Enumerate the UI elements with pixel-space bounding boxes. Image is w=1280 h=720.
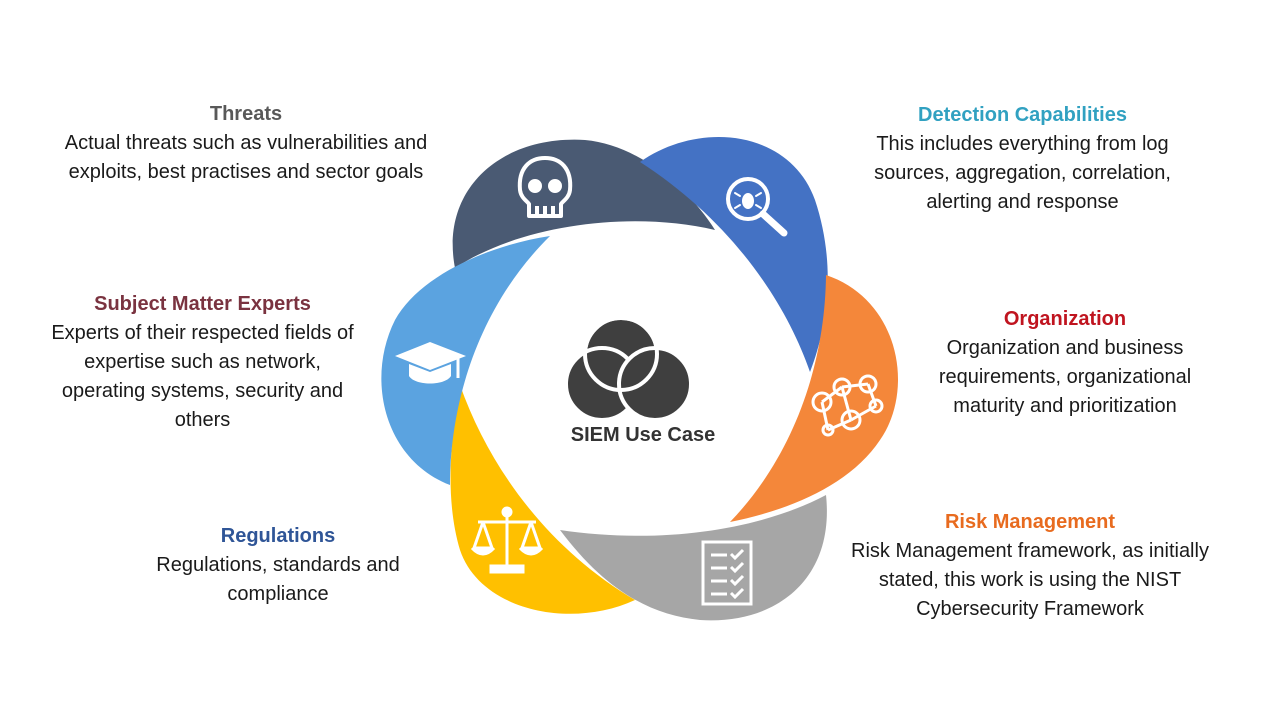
bug-magnifier-icon bbox=[726, 177, 788, 237]
organization-description: Organization and business requirements, … bbox=[938, 337, 1192, 417]
skull-icon bbox=[517, 156, 573, 218]
petal-regulations bbox=[450, 385, 635, 614]
detection-title: Detection Capabilities bbox=[918, 104, 1127, 126]
experts-title: Subject Matter Experts bbox=[94, 293, 311, 315]
experts-text-block: Subject Matter Experts Experts of their … bbox=[40, 290, 365, 435]
regulations-title: Regulations bbox=[220, 525, 336, 547]
people-network-icon bbox=[811, 374, 884, 437]
petal-risk bbox=[560, 495, 827, 621]
organization-text-block: Organization Organization and business r… bbox=[910, 305, 1220, 421]
detection-description: This includes everything from log source… bbox=[874, 133, 1171, 213]
organization-title: Organization bbox=[1003, 308, 1127, 330]
regulations-text-block: Regulations Regulations, standards and c… bbox=[138, 522, 418, 609]
petal-threats bbox=[452, 139, 715, 268]
risk-text-block: Risk Management Risk Management framewor… bbox=[845, 508, 1215, 624]
threats-title: Threats bbox=[209, 103, 283, 125]
risk-description: Risk Management framework, as initially … bbox=[851, 540, 1209, 620]
petal-experts bbox=[381, 236, 550, 485]
scales-icon bbox=[470, 506, 544, 574]
threats-description: Actual threats such as vulnerabilities a… bbox=[64, 132, 428, 183]
petal-detection bbox=[640, 137, 828, 372]
risk-title: Risk Management bbox=[944, 511, 1116, 533]
threats-text-block: Threats Actual threats such as vulnerabi… bbox=[56, 100, 436, 187]
checklist-icon bbox=[701, 540, 753, 606]
detection-text-block: Detection Capabilities This includes eve… bbox=[840, 101, 1205, 217]
regulations-description: Regulations, standards and compliance bbox=[156, 554, 400, 605]
center-label: SIEM Use Case bbox=[570, 424, 716, 446]
graduation-cap-icon bbox=[395, 342, 466, 384]
venn-icon bbox=[564, 316, 693, 422]
experts-description: Experts of their respected fields of exp… bbox=[51, 322, 354, 431]
